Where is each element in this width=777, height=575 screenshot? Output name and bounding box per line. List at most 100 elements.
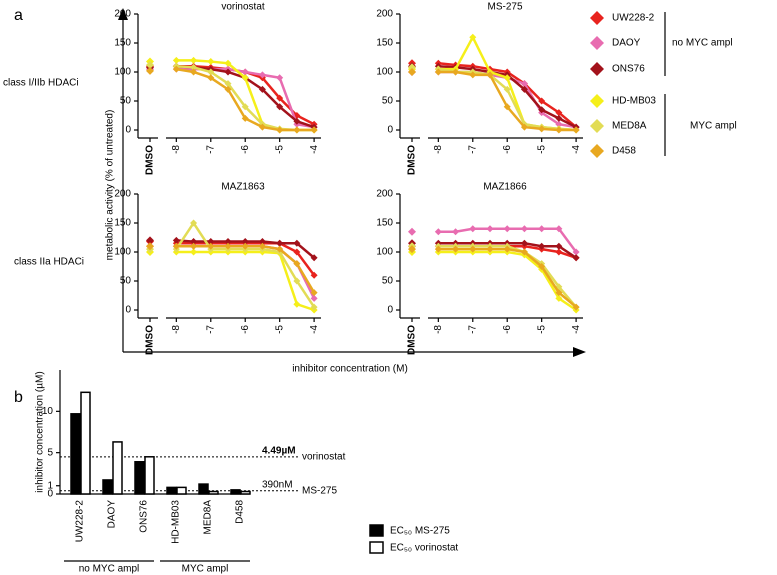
x-tick-label: -5 bbox=[536, 325, 547, 334]
y-tick-label: 50 bbox=[382, 276, 394, 287]
y-tick-label: 0 bbox=[125, 125, 131, 136]
bar bbox=[144, 456, 155, 495]
data-point bbox=[503, 74, 511, 82]
x-tick-label: DAOY bbox=[107, 500, 118, 529]
bar bbox=[102, 479, 113, 495]
data-point bbox=[555, 225, 563, 233]
legend-marker bbox=[590, 119, 604, 133]
x-tick-label: -8 bbox=[433, 325, 444, 334]
data-point bbox=[190, 248, 198, 256]
data-point bbox=[207, 74, 215, 82]
data-point bbox=[224, 68, 232, 76]
y-axis-label: inhibitor concentration (µM) bbox=[35, 371, 46, 492]
x-tick-label: -7 bbox=[467, 325, 478, 334]
data-point bbox=[172, 65, 180, 73]
reference-name: MS-275 bbox=[302, 485, 337, 496]
data-point bbox=[572, 248, 580, 256]
dmso-point bbox=[146, 61, 154, 70]
data-point bbox=[555, 114, 563, 122]
bar bbox=[70, 413, 81, 495]
dmso-point bbox=[146, 242, 154, 251]
data-point bbox=[434, 228, 442, 236]
data-point bbox=[469, 71, 477, 79]
y-tick-label: 200 bbox=[376, 9, 393, 20]
legend-marker bbox=[590, 94, 604, 108]
x-tick-label: -6 bbox=[240, 145, 251, 154]
y-tick-label: 100 bbox=[114, 247, 131, 258]
x-tick-label: -5 bbox=[274, 145, 285, 154]
dmso-point bbox=[408, 68, 416, 76]
data-point bbox=[276, 103, 284, 111]
data-point bbox=[293, 277, 301, 285]
data-point bbox=[276, 239, 284, 247]
bar bbox=[240, 490, 251, 495]
chart-title: MAZ1866 bbox=[483, 182, 527, 193]
data-point bbox=[207, 242, 215, 250]
y-tick-label: 150 bbox=[114, 218, 131, 229]
y-tick-label: 10 bbox=[42, 406, 54, 417]
data-point bbox=[224, 238, 232, 246]
bar bbox=[80, 391, 91, 495]
data-point bbox=[190, 238, 198, 246]
data-point bbox=[310, 289, 318, 297]
legend-swatch bbox=[369, 524, 384, 537]
data-point bbox=[310, 126, 318, 134]
data-point bbox=[172, 56, 180, 64]
bar bbox=[198, 483, 209, 495]
data-point bbox=[486, 245, 494, 253]
data-point bbox=[258, 123, 266, 131]
data-point bbox=[469, 245, 477, 253]
x-tick-label: -6 bbox=[502, 145, 513, 154]
panel-letter: a bbox=[14, 7, 23, 24]
y-tick-label: 150 bbox=[376, 218, 393, 229]
row-label: class IIa HDACi bbox=[14, 257, 84, 268]
data-point bbox=[503, 85, 511, 93]
x-tick-label: DMSO bbox=[407, 145, 418, 175]
data-point bbox=[310, 303, 318, 311]
reference-name: vorinostat bbox=[302, 452, 346, 463]
row-label: class I/IIb HDACi bbox=[3, 78, 79, 89]
legend-marker bbox=[590, 144, 604, 158]
y-tick-label: 0 bbox=[387, 125, 393, 136]
arrow-head bbox=[118, 8, 128, 20]
data-point bbox=[293, 126, 301, 134]
data-point bbox=[190, 242, 198, 250]
dmso-point bbox=[146, 236, 154, 245]
data-point bbox=[520, 123, 528, 131]
panel-letter: b bbox=[14, 389, 23, 406]
data-point bbox=[452, 228, 460, 236]
bar bbox=[208, 490, 219, 495]
data-point bbox=[224, 242, 232, 250]
y-tick-label: 200 bbox=[376, 189, 393, 200]
data-point bbox=[258, 71, 266, 79]
x-tick-label: -4 bbox=[309, 145, 320, 154]
y-tick-label: 0 bbox=[125, 305, 131, 316]
data-point bbox=[555, 120, 563, 128]
data-point bbox=[258, 85, 266, 93]
y-tick-label: 50 bbox=[120, 276, 132, 287]
x-tick-label: -8 bbox=[171, 145, 182, 154]
data-point bbox=[293, 117, 301, 125]
y-tick-label: 100 bbox=[114, 67, 131, 78]
x-tick-label: -6 bbox=[240, 325, 251, 334]
data-point bbox=[190, 63, 198, 71]
data-point bbox=[555, 294, 563, 302]
x-tick-label: MED8A bbox=[203, 500, 214, 535]
data-point bbox=[293, 239, 301, 247]
y-tick-label: 200 bbox=[114, 9, 131, 20]
data-point bbox=[503, 225, 511, 233]
y-tick-label: 0 bbox=[47, 489, 53, 500]
data-point bbox=[555, 126, 563, 134]
legend-marker bbox=[590, 11, 604, 25]
reference-label: 390nM bbox=[262, 479, 293, 490]
data-point bbox=[258, 242, 266, 250]
bar bbox=[112, 441, 123, 495]
legend-label: D458 bbox=[612, 146, 636, 157]
dmso-point bbox=[408, 245, 416, 254]
x-tick-label: UW228-2 bbox=[75, 500, 86, 543]
x-tick-label: ONS76 bbox=[139, 500, 150, 533]
bar bbox=[176, 486, 187, 495]
reference-label: 4.49µM bbox=[262, 446, 296, 457]
data-point bbox=[520, 239, 528, 247]
